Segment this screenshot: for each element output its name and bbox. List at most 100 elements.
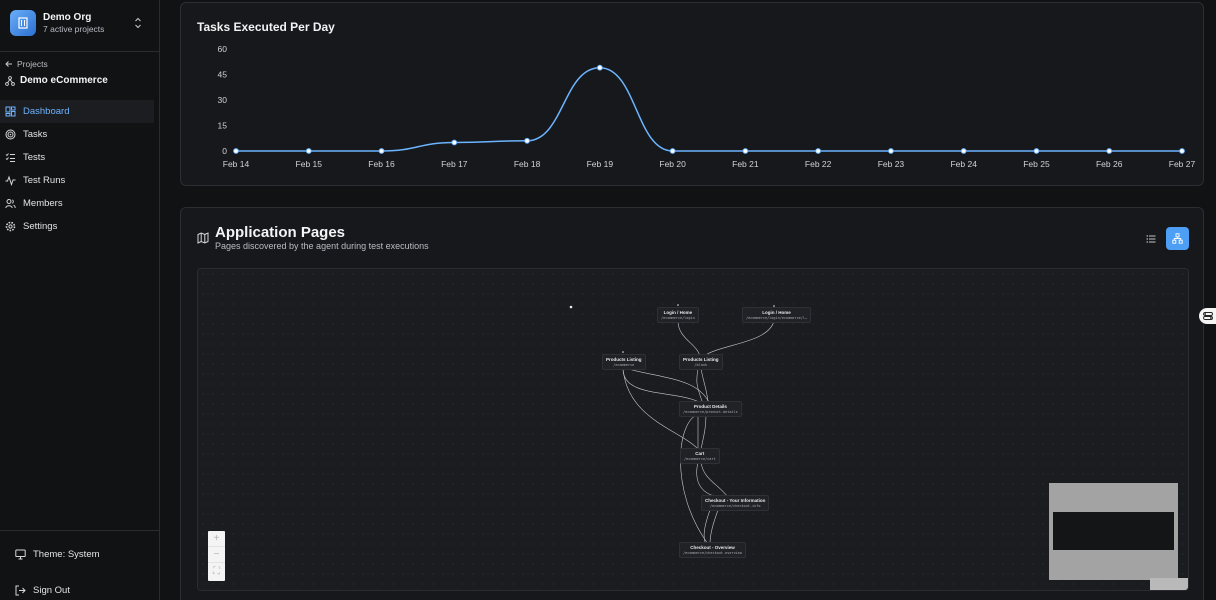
y-tick-label: 30 — [218, 95, 228, 105]
flow-attribution — [1150, 578, 1188, 590]
sidebar-item-test-runs[interactable]: Test Runs — [0, 169, 154, 192]
node-title: Products Listing — [606, 357, 642, 362]
activity-icon — [5, 175, 16, 186]
flow-edge — [696, 461, 719, 498]
flow-handle — [569, 305, 573, 309]
theme-label: Theme: System — [33, 549, 100, 560]
series-line — [236, 66, 1182, 152]
node-path: /ecommerce/login/ecommerce/l… — [746, 316, 808, 320]
data-point[interactable] — [305, 148, 312, 154]
theme-toggle[interactable]: Theme: System — [15, 549, 100, 560]
data-point[interactable] — [233, 148, 239, 154]
sidebar-item-tasks[interactable]: Tasks — [0, 123, 154, 146]
zoom-out-button[interactable]: − — [208, 547, 225, 563]
flow-controls: + − ⛶ — [208, 531, 225, 581]
org-name: Demo Org — [43, 12, 92, 23]
x-tick-label: Feb 18 — [514, 159, 541, 169]
org-switcher[interactable]: Demo Org 7 active projects — [0, 0, 159, 52]
sidebar-item-dashboard[interactable]: Dashboard — [0, 100, 154, 123]
chart-title: Tasks Executed Per Day — [197, 20, 335, 34]
flow-edge — [622, 368, 704, 405]
x-tick-label: Feb 20 — [659, 159, 686, 169]
x-tick-label: Feb 22 — [805, 159, 832, 169]
sidebar-item-label: Tests — [23, 152, 46, 163]
page-node[interactable]: Products Listing /ecommerce — [602, 354, 646, 370]
data-point[interactable] — [888, 148, 894, 154]
sign-out-label: Sign Out — [33, 585, 70, 596]
fit-view-button[interactable]: ⛶ — [213, 565, 220, 577]
sidebar-item-label: Dashboard — [23, 106, 70, 117]
devtools-toggle-button[interactable] — [1199, 308, 1216, 324]
target-icon — [5, 129, 16, 140]
node-path: /ecommerce/checkout-info — [709, 504, 761, 508]
sidebar-item-label: Test Runs — [23, 175, 66, 186]
list-view-button[interactable] — [1141, 229, 1161, 249]
x-tick-label: Feb 19 — [587, 159, 614, 169]
page-node[interactable]: Login / Home /ecommerce/login — [657, 307, 699, 323]
chevron-up-down-icon — [135, 17, 141, 29]
data-point[interactable] — [596, 64, 603, 71]
x-tick-label: Feb 26 — [1096, 159, 1123, 169]
x-tick-label: Feb 21 — [732, 159, 759, 169]
back-to-projects-link[interactable]: Projects — [5, 59, 48, 69]
x-tick-label: Feb 16 — [368, 159, 395, 169]
list-checks-icon — [5, 153, 15, 162]
page-node[interactable]: Login / Home /ecommerce/login/ecommerce/… — [742, 307, 812, 323]
data-point[interactable] — [960, 148, 967, 154]
x-tick-label: Feb 14 — [223, 159, 250, 169]
flow-handle — [622, 351, 624, 353]
sign-out-button[interactable]: Sign Out — [15, 585, 70, 596]
node-path: /ecommerce/checkout-overview — [683, 551, 743, 555]
data-point[interactable] — [1033, 148, 1040, 154]
data-point[interactable] — [451, 139, 458, 146]
org-subtitle: 7 active projects — [43, 24, 105, 34]
node-path: /ecommerce — [613, 363, 635, 367]
pages-flow-canvas[interactable]: Login / Home /ecommerce/login Login / Ho… — [197, 268, 1189, 591]
data-point[interactable] — [669, 148, 676, 154]
list-icon — [1146, 235, 1156, 243]
data-point[interactable] — [524, 137, 530, 144]
flow-edge — [703, 509, 711, 545]
node-title: Checkout - Your Information — [705, 498, 766, 503]
back-label: Projects — [17, 59, 48, 69]
y-tick-label: 60 — [218, 44, 228, 54]
page-node[interactable]: Checkout - Overview /ecommerce/checkout-… — [679, 542, 747, 558]
arrow-left-icon — [5, 61, 12, 67]
x-tick-label: Feb 25 — [1023, 159, 1050, 169]
sidebar-item-tests[interactable]: Tests — [0, 146, 154, 169]
page-node[interactable]: Cart /ecommerce/cart — [680, 448, 720, 464]
node-path: /ecommerce/product-details — [683, 410, 738, 414]
page-node[interactable]: Products Listing /blank — [679, 354, 723, 370]
flow-edges — [569, 304, 775, 559]
org-logo-icon — [10, 10, 36, 36]
data-point[interactable] — [378, 148, 385, 154]
flow-edge — [709, 509, 719, 545]
graph-view-button[interactable] — [1166, 227, 1189, 250]
flow-minimap[interactable] — [1049, 483, 1178, 580]
users-icon — [5, 199, 16, 209]
y-tick-label: 45 — [218, 70, 228, 80]
sidebar-footer: Theme: System Sign Out — [0, 530, 159, 600]
flow-edge — [700, 461, 729, 498]
sidebar-item-settings[interactable]: Settings — [0, 215, 154, 238]
network-icon — [5, 75, 15, 86]
page-node[interactable]: Checkout - Your Information /ecommerce/c… — [701, 495, 770, 511]
data-point[interactable] — [815, 148, 822, 154]
node-path: /ecommerce/login — [661, 316, 695, 320]
application-pages-card: Application Pages Pages discovered by th… — [180, 207, 1204, 600]
flow-edge — [702, 320, 775, 358]
x-tick-label: Feb 17 — [441, 159, 468, 169]
data-point[interactable] — [742, 148, 749, 154]
zoom-in-button[interactable]: + — [208, 531, 225, 547]
data-point[interactable] — [1106, 148, 1113, 154]
x-tick-label: Feb 24 — [950, 159, 977, 169]
x-tick-label: Feb 27 — [1169, 159, 1196, 169]
monitor-icon — [15, 549, 26, 560]
sidebar-item-label: Tasks — [23, 129, 48, 140]
node-path: /ecommerce/cart — [684, 457, 716, 461]
data-point[interactable] — [1179, 148, 1185, 154]
page-node[interactable]: Product Details /ecommerce/product-detai… — [679, 401, 742, 417]
sidebar-nav: Dashboard Tasks Tests Test Runs Members … — [0, 100, 159, 238]
sidebar-item-members[interactable]: Members — [0, 192, 154, 215]
